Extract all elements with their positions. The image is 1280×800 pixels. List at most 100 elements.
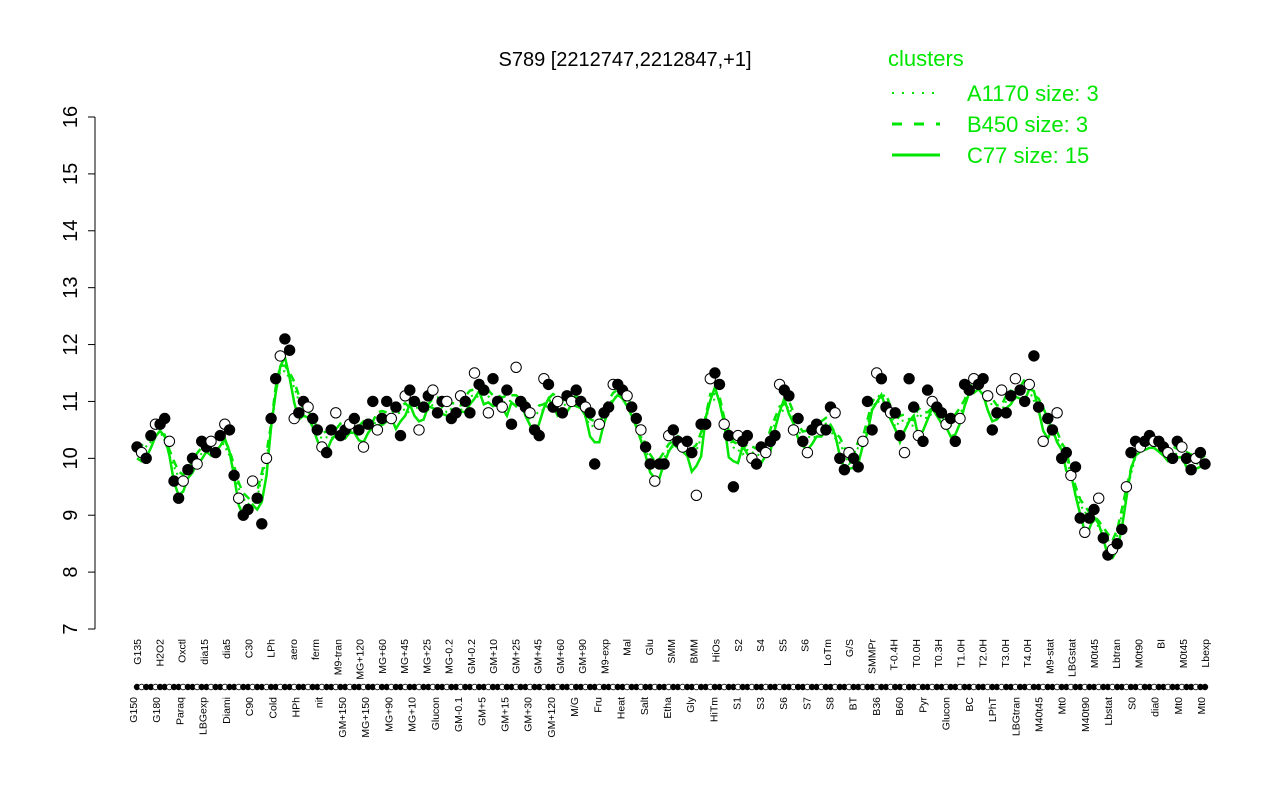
data-point xyxy=(820,424,832,436)
y-tick-label: 11 xyxy=(60,391,82,412)
x-tick-label: Lbtran xyxy=(1111,639,1123,669)
x-tick-label: GM+10 xyxy=(488,639,500,674)
x-tick-label: T0.3H xyxy=(933,639,945,668)
legend-label-c77: C77 size: 15 xyxy=(967,143,1089,168)
data-point xyxy=(542,378,555,391)
x-tick-label: MG-0.2 xyxy=(444,639,456,674)
data-point xyxy=(478,384,490,396)
x-tick-label: C30 xyxy=(243,639,255,658)
data-point xyxy=(1125,446,1137,459)
data-point xyxy=(552,395,564,408)
data-point xyxy=(700,418,712,430)
data-point xyxy=(589,458,601,470)
data-point xyxy=(371,424,384,436)
data-point xyxy=(686,446,698,459)
x-tick-label: MG+150 xyxy=(360,697,372,738)
data-point xyxy=(496,401,508,413)
x-tick-label: GM+30 xyxy=(523,697,535,732)
data-point xyxy=(468,367,481,379)
data-point xyxy=(233,492,245,504)
y-tick-label: 16 xyxy=(60,106,82,128)
data-point xyxy=(279,333,291,345)
data-point xyxy=(921,384,934,396)
data-point xyxy=(690,489,703,501)
data-point xyxy=(894,429,906,442)
data-point xyxy=(510,361,522,373)
data-point xyxy=(427,384,439,396)
x-tick-label: S2 xyxy=(733,639,745,652)
x-tick-label: S6 xyxy=(778,697,790,710)
data-point xyxy=(1083,512,1096,524)
x-tick-label: aero xyxy=(288,639,300,660)
legend-title: clusters xyxy=(888,46,964,71)
x-tick-label: Paraq xyxy=(174,697,186,725)
data-point xyxy=(630,412,642,425)
data-point xyxy=(390,401,402,413)
x-rug xyxy=(133,683,1209,691)
x-tick-label: M0t90 xyxy=(1133,639,1145,668)
x-tick-label: S8 xyxy=(825,697,837,710)
data-point xyxy=(163,435,176,447)
data-point xyxy=(556,407,569,419)
y-tick-label: 14 xyxy=(60,220,82,242)
data-point xyxy=(191,458,203,470)
data-point xyxy=(293,407,305,419)
x-tick-label: B36 xyxy=(871,697,883,716)
legend-label-b450: B450 size: 3 xyxy=(967,112,1088,137)
x-tick-label: dia0 xyxy=(1150,697,1162,717)
x-tick-label: MG+120 xyxy=(355,639,367,680)
x-tick-label: LPhT xyxy=(987,696,999,722)
y-tick-label: 9 xyxy=(60,510,82,521)
data-point xyxy=(505,418,518,430)
x-tick-label: Gly xyxy=(685,696,697,713)
y-axis: 7 8 9 10 11 12 13 14 15 16 xyxy=(60,106,96,635)
data-point xyxy=(1005,390,1017,402)
data-point xyxy=(1060,446,1073,459)
x-tick-label: Mt0 xyxy=(1196,697,1208,715)
data-point xyxy=(251,492,263,504)
x-tick-label: G/S xyxy=(844,639,856,657)
y-tick-label: 12 xyxy=(60,333,82,355)
data-point xyxy=(1093,492,1105,504)
x-tick-label: S3 xyxy=(755,697,767,710)
data-point xyxy=(223,424,236,436)
data-point xyxy=(482,407,495,419)
x-tick-label: Diami xyxy=(221,697,233,724)
x-tick-label: GM+150 xyxy=(337,697,349,738)
x-tick-label: Mal xyxy=(622,639,634,656)
data-point xyxy=(1042,412,1054,425)
x-tick-label: Glucon xyxy=(430,697,442,730)
legend-label-a1170: A1170 size: 3 xyxy=(967,81,1099,106)
data-point xyxy=(797,435,809,447)
x-tick-label: LBGstat xyxy=(1067,639,1079,677)
data-point xyxy=(1028,350,1040,362)
data-point xyxy=(182,464,194,476)
x-tick-label: LBGtran xyxy=(1010,697,1022,736)
data-point xyxy=(260,452,273,464)
x-tick-label: S6 xyxy=(800,639,812,652)
data-point xyxy=(270,373,282,385)
data-point xyxy=(602,401,615,413)
x-tick-label: HiOs xyxy=(711,639,723,662)
x-tick-label: MG+10 xyxy=(407,697,419,732)
x-tick-label: GM+5 xyxy=(476,697,488,726)
x-tick-label: SMMPr xyxy=(866,639,878,675)
x-tick-label: dia15 xyxy=(199,639,211,665)
x-tick-label: GM+60 xyxy=(555,639,567,674)
data-point xyxy=(1194,446,1207,459)
data-point xyxy=(889,407,901,419)
data-point xyxy=(205,435,217,447)
y-tick-label: 15 xyxy=(60,163,82,185)
x-tick-label: MG+25 xyxy=(421,639,433,674)
x-tick-label: MG+60 xyxy=(377,639,389,674)
data-point xyxy=(1032,401,1045,413)
x-tick-label: M40t45 xyxy=(1034,697,1046,732)
data-point xyxy=(265,412,277,425)
data-point xyxy=(760,446,772,459)
x-tick-label: Lbstat xyxy=(1103,697,1115,726)
data-point xyxy=(533,429,545,442)
data-layer xyxy=(131,333,1211,561)
data-point xyxy=(385,412,397,425)
data-point xyxy=(501,384,513,396)
